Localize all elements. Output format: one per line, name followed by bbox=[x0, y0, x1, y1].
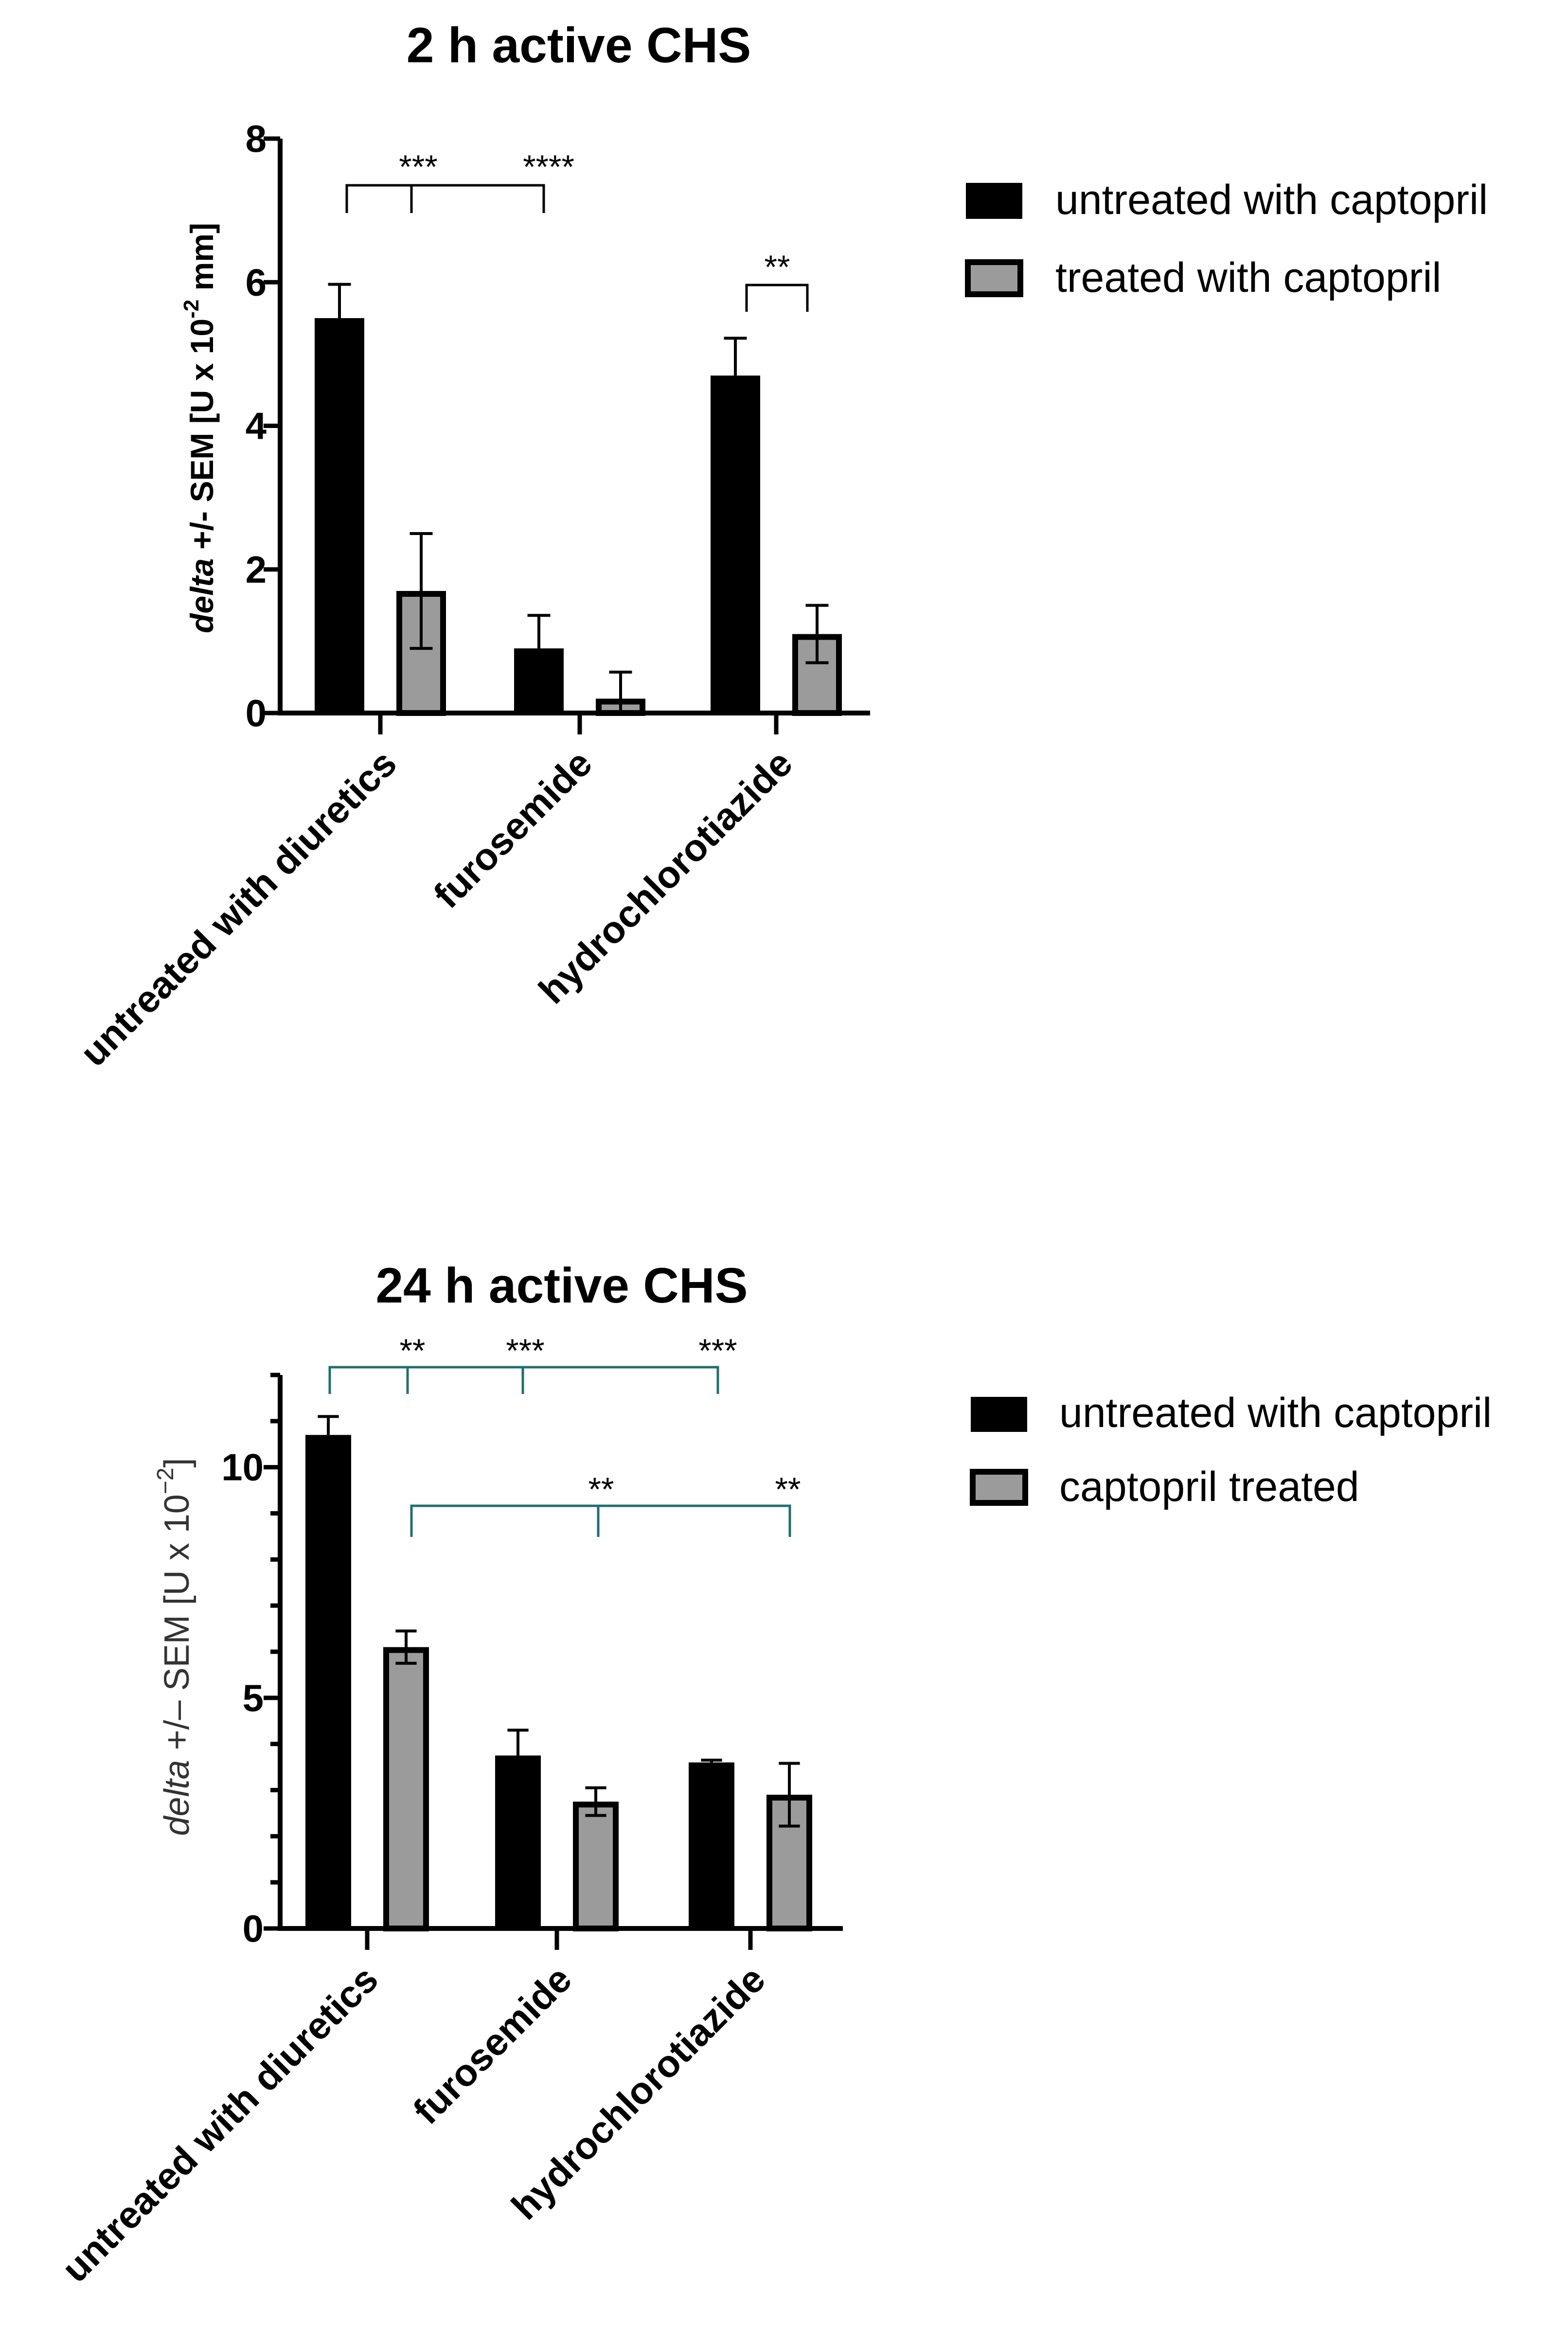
chart-2h-cat-1: untreated with diuretics bbox=[72, 742, 405, 1074]
chart-24h-err-s1-c2 bbox=[507, 1729, 529, 1756]
chart-2h-bar-s1-c2 bbox=[514, 648, 564, 715]
chart-2h-ytick-label: 0 bbox=[246, 692, 267, 734]
chart-24h-bar-s1-c2 bbox=[495, 1755, 541, 1930]
legend-swatch-untreated bbox=[966, 183, 1022, 219]
sig24-label-5: ** bbox=[775, 1471, 801, 1508]
chart-2h-ytick-label: 8 bbox=[246, 117, 267, 160]
chart-24h-bar-s1-c1 bbox=[305, 1435, 351, 1931]
chart-2h-ylabel-italic: delta bbox=[184, 558, 220, 633]
sig-bracket-1 bbox=[345, 184, 545, 213]
chart-24h-err-s1-c3 bbox=[701, 1758, 722, 1763]
chart-24h-ylabel-main: +/– SEM [U x 10 bbox=[158, 1494, 196, 1760]
sig-label-2: **** bbox=[523, 148, 574, 185]
legend-label-treated: treated with captopril bbox=[1055, 254, 1442, 301]
sig24-bracket-1 bbox=[328, 1366, 719, 1394]
chart-2h-err-s2-c1 bbox=[410, 532, 433, 650]
sig24-label-2: *** bbox=[506, 1332, 544, 1369]
chart-2h-ylabel-exp: -2 bbox=[179, 300, 203, 319]
chart-2h-axis bbox=[278, 139, 870, 715]
chart-2h-legend: untreated with captopril treated with ca… bbox=[965, 177, 1488, 301]
chart-24h: 24 h active CHS delta +/– SEM [U x 10−2]… bbox=[53, 1258, 1492, 2290]
chart-24h-err-s2-c2 bbox=[585, 1786, 606, 1817]
chart-2h: 2 h active CHS delta +/- SEM [U x 10-2 mm… bbox=[72, 18, 1488, 1074]
chart-24h-ylabel-exp: −2 bbox=[153, 1467, 178, 1494]
chart-24h-err-s1-c1 bbox=[318, 1415, 339, 1435]
legend24-label-untreated: untreated with captopril bbox=[1059, 1390, 1492, 1436]
chart-2h-err-s2-c3 bbox=[805, 604, 829, 664]
chart-24h-title: 24 h active CHS bbox=[375, 1258, 748, 1313]
chart-24h-error-bars bbox=[318, 1415, 800, 1828]
chart-24h-bar-s2-c2 bbox=[573, 1802, 619, 1931]
chart-2h-err-s1-c1 bbox=[328, 283, 351, 319]
sig24-label-1: ** bbox=[400, 1332, 426, 1369]
legend-label-untreated: untreated with captopril bbox=[1055, 177, 1488, 223]
chart-24h-ylabel-suffix: ] bbox=[158, 1458, 196, 1467]
legend24-label-treated: captopril treated bbox=[1059, 1463, 1359, 1510]
chart-2h-ytick-label: 4 bbox=[246, 405, 267, 447]
chart-2h-bar-s1-c3 bbox=[711, 375, 760, 715]
chart-24h-ylabel: delta +/– SEM [U x 10−2] bbox=[153, 1458, 196, 1836]
chart-2h-bars bbox=[315, 318, 842, 716]
chart-2h-xaxis bbox=[378, 713, 779, 734]
legend24-swatch-untreated bbox=[971, 1397, 1027, 1432]
chart-2h-err-s1-c3 bbox=[724, 337, 747, 376]
chart-24h-yaxis: 0 5 10 bbox=[221, 1373, 280, 1950]
sig-label-3: ** bbox=[765, 249, 790, 286]
chart-2h-error-bars bbox=[328, 283, 829, 714]
chart-24h-ytick-label: 5 bbox=[243, 1677, 264, 1719]
chart-2h-ylabel-main: +/- SEM [U x 10 bbox=[184, 319, 220, 550]
chart-24h-err-s2-c3 bbox=[779, 1762, 800, 1828]
sig24-label-3: *** bbox=[698, 1332, 737, 1369]
chart-24h-cat-2: furosemide bbox=[405, 1958, 580, 2133]
sig24-bracket-2 bbox=[410, 1504, 791, 1537]
chart-24h-bar-s2-c1 bbox=[383, 1647, 429, 1931]
chart-24h-err-s2-c1 bbox=[395, 1629, 417, 1665]
chart-24h-axis bbox=[278, 1375, 843, 1931]
chart-2h-cat-2: furosemide bbox=[426, 742, 601, 917]
chart-24h-xaxis bbox=[365, 1928, 753, 1950]
chart-2h-err-s1-c2 bbox=[527, 614, 551, 649]
chart-24h-legend: untreated with captopril captopril treat… bbox=[970, 1390, 1492, 1510]
sig24-label-4: ** bbox=[588, 1471, 614, 1508]
chart-24h-ytick-label: 0 bbox=[243, 1907, 264, 1950]
sig-bracket-2 bbox=[745, 284, 809, 312]
sig-label-1: *** bbox=[399, 148, 437, 185]
chart-2h-ytick-label: 6 bbox=[246, 261, 267, 303]
chart-2h-ylabel: delta +/- SEM [U x 10-2 mm] bbox=[179, 223, 220, 633]
chart-24h-ytick-label: 10 bbox=[221, 1446, 264, 1489]
chart-2h-ytick-label: 2 bbox=[246, 548, 267, 591]
chart-2h-significance: *** **** ** bbox=[345, 148, 809, 312]
chart-24h-ylabel-italic: delta bbox=[158, 1760, 196, 1836]
chart-24h-bar-s1-c3 bbox=[689, 1762, 734, 1931]
chart-2h-title: 2 h active CHS bbox=[407, 18, 751, 73]
legend24-swatch-treated bbox=[970, 1469, 1028, 1506]
chart-24h-significance: ** *** *** ** ** bbox=[328, 1332, 801, 1537]
chart-2h-ylabel-suffix: mm] bbox=[184, 223, 220, 300]
chart-24h-bars bbox=[305, 1435, 812, 1932]
chart-24h-cat-1: untreated with diuretics bbox=[53, 1958, 386, 2290]
chart-2h-yaxis: 0 2 4 6 8 bbox=[246, 117, 280, 734]
legend-swatch-treated bbox=[965, 259, 1023, 297]
chart-2h-bar-s1-c1 bbox=[315, 318, 364, 715]
